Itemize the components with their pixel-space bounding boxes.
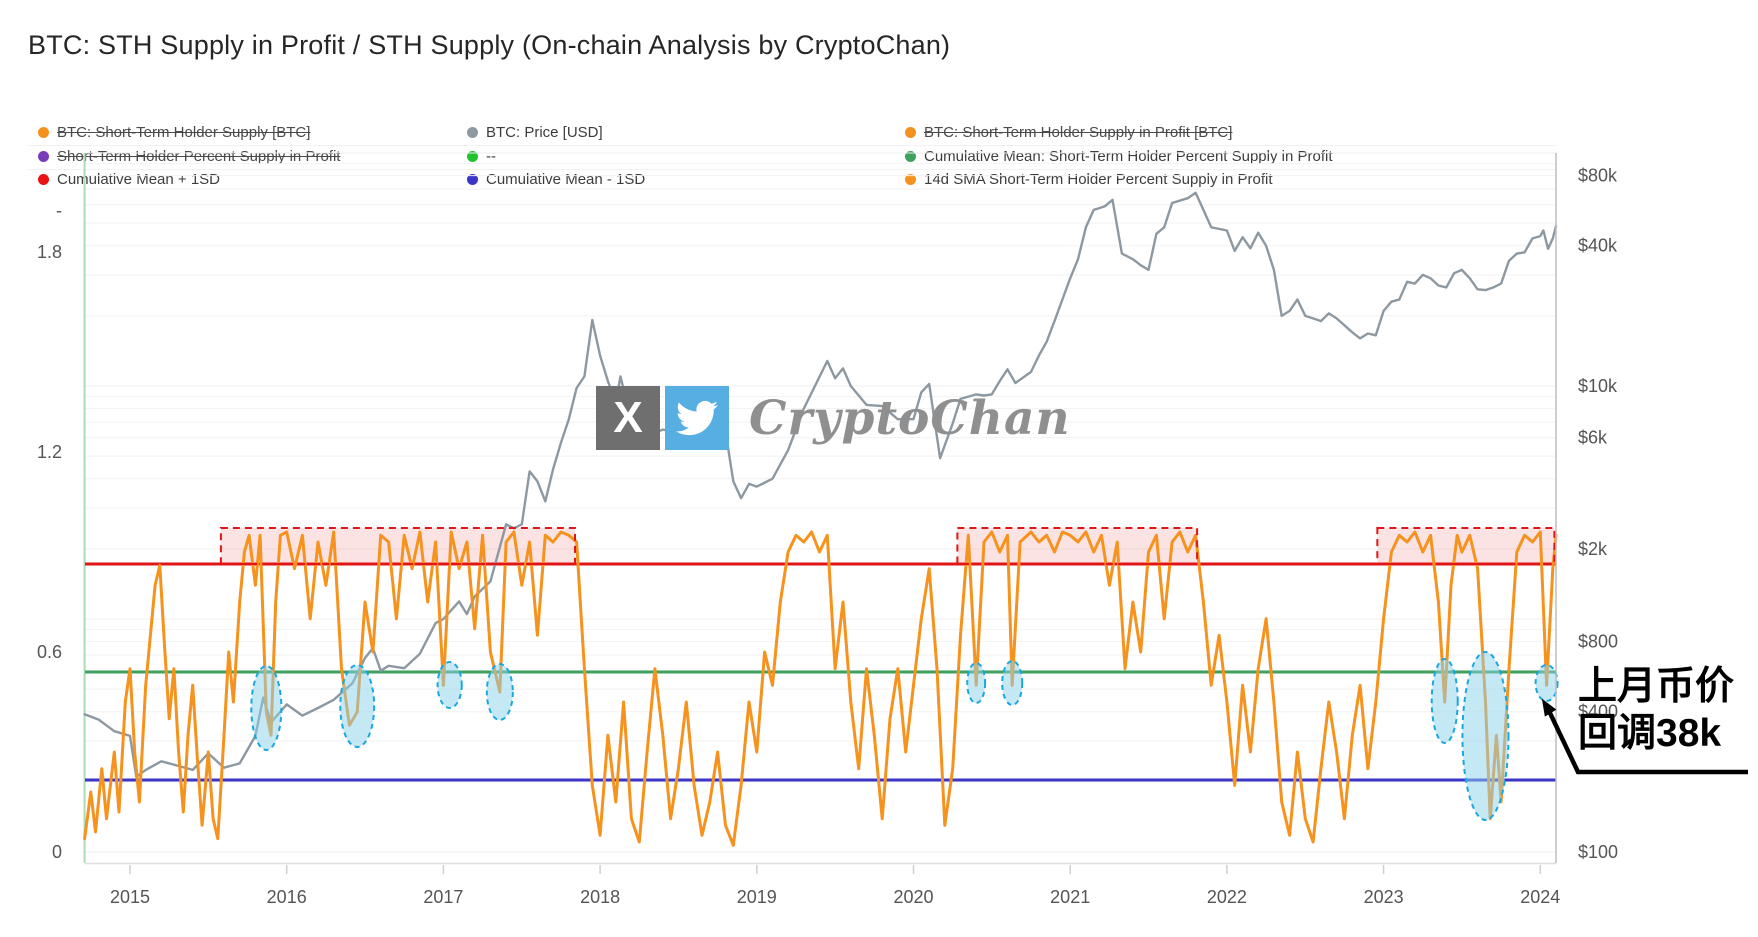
legend-item-btc-price[interactable]: BTC: Price [USD] (467, 121, 645, 145)
legend-label: -- (486, 147, 496, 165)
sma-line (83, 530, 1558, 847)
dip-ellipse (250, 665, 283, 752)
legend-separator (28, 145, 1556, 146)
legend-item-sth-supply-in-profit[interactable]: BTC: Short-Term Holder Supply in Profit … (905, 121, 1333, 145)
twitter-bird-icon (665, 386, 729, 450)
dip-ellipse (1430, 658, 1459, 745)
legend-item-dashes[interactable]: -- (467, 145, 645, 169)
annotation-line-2: 回调38k (1578, 711, 1722, 755)
right-axis-tick-label: $100 (1578, 842, 1618, 862)
annotation-arrowhead-icon (1541, 698, 1557, 717)
right-axis-tick-label: $2k (1578, 539, 1608, 559)
highlight-box-border (219, 527, 577, 566)
x-axis-tick-label: 2019 (737, 887, 777, 907)
annotation-arrow-line (1547, 711, 1748, 775)
dip-ellipse (485, 663, 514, 722)
left-axis-tick-label: - (56, 200, 62, 220)
x-logo-icon: X (596, 386, 660, 450)
series-dot-icon (905, 150, 916, 162)
legend-label: BTC: Short-Term Holder Supply in Profit … (924, 124, 1233, 142)
series-dot-icon (467, 127, 478, 139)
series-dot-icon (467, 174, 478, 186)
dip-ellipse (436, 661, 463, 710)
legend-label: Short-Term Holder Percent Supply in Prof… (57, 147, 341, 165)
x-axis-tick-label: 2020 (893, 887, 933, 907)
left-axis-tick-label: 1.2 (37, 442, 62, 462)
series-dot-icon (38, 127, 49, 139)
x-axis-tick-label: 2017 (423, 887, 463, 907)
x-axis-tick-label: 2022 (1207, 887, 1247, 907)
x-axis-tick-label: 2021 (1050, 887, 1090, 907)
dip-ellipse (966, 662, 987, 705)
legend-label: Cumulative Mean: Short-Term Holder Perce… (924, 147, 1333, 165)
x-axis-tick-label: 2024 (1520, 887, 1560, 907)
right-axis-tick-label: $6k (1578, 428, 1608, 448)
left-axis-tick-label: 0.6 (37, 642, 62, 662)
price-line (83, 191, 1558, 779)
series-dot-icon (38, 150, 49, 162)
legend-label: BTC: Short-Term Holder Supply [BTC] (57, 124, 311, 142)
highlight-box-border (956, 527, 1199, 566)
legend-separator (28, 169, 1556, 170)
legend-item-sth-percent-profit[interactable]: Short-Term Holder Percent Supply in Prof… (38, 145, 340, 169)
series-dot-icon (467, 150, 478, 162)
highlight-box-fill (220, 528, 576, 565)
highlight-box-border (1376, 527, 1556, 566)
page-title: BTC: STH Supply in Profit / STH Supply (… (28, 30, 951, 60)
annotation-line-1: 上月币价 (1578, 665, 1735, 708)
series-dot-icon (905, 174, 916, 186)
price-pullback-annotation: 上月币价 回调38k (1578, 664, 1754, 758)
right-axis-tick-label: $10k (1578, 376, 1618, 396)
right-axis-tick-label: $80k (1578, 166, 1618, 186)
right-axis-tick-label: $800 (1578, 632, 1618, 652)
left-axis-tick-label: 0 (52, 842, 62, 862)
x-axis-tick-label: 2015 (110, 887, 150, 907)
legend-label: BTC: Price [USD] (486, 124, 603, 142)
legend-item-sth-supply[interactable]: BTC: Short-Term Holder Supply [BTC] (38, 121, 340, 145)
legend-item-cumulative-mean[interactable]: Cumulative Mean: Short-Term Holder Perce… (905, 145, 1333, 169)
dip-ellipse (1534, 664, 1559, 703)
series-dot-icon (38, 174, 49, 186)
right-axis-tick-label: $400 (1578, 702, 1618, 722)
left-axis-tick-label: 1.8 (37, 242, 62, 262)
dip-ellipse (1001, 660, 1024, 707)
x-axis-tick-label: 2016 (267, 887, 307, 907)
series-dot-icon (905, 127, 916, 139)
watermark: X CryptoChan (596, 386, 1071, 450)
x-axis-tick-label: 2023 (1364, 887, 1404, 907)
dip-ellipse (1461, 651, 1510, 822)
watermark-brand: CryptoChan (749, 390, 1071, 446)
dip-ellipse (339, 664, 376, 749)
x-axis-tick-label: 2018 (580, 887, 620, 907)
right-axis-tick-label: $40k (1578, 236, 1618, 256)
